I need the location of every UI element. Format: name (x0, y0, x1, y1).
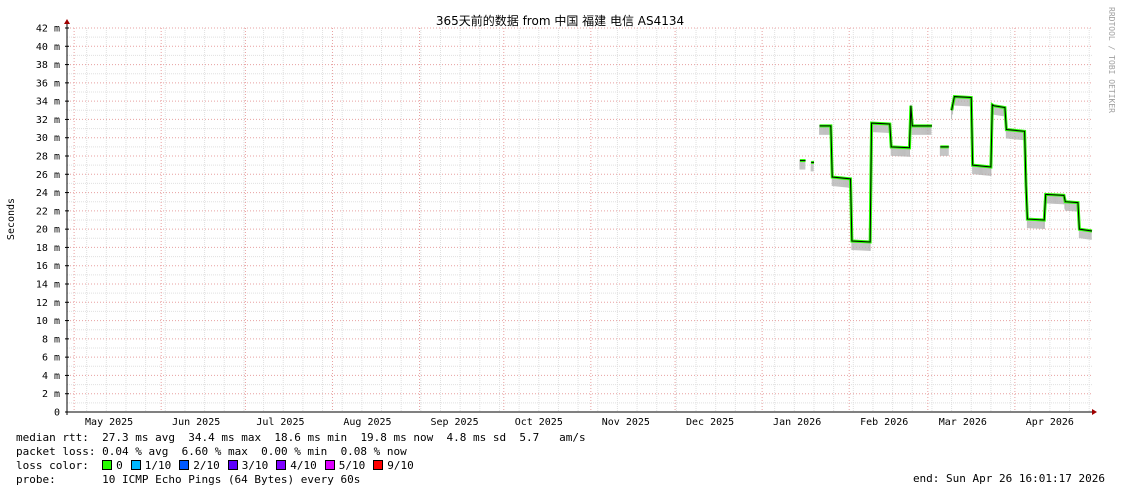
x-tick-label: Jan 2026 (773, 417, 821, 428)
loss-color-swatch (324, 460, 335, 470)
axes (64, 19, 1097, 415)
x-axis-arrow (1092, 409, 1097, 415)
loss-color-items: 0 1/10 2/10 3/10 4/10 5/10 9/10 (102, 459, 422, 472)
median-line-layer (799, 95, 1093, 244)
loss-color-swatch (227, 460, 238, 470)
loss-color-text: 4/10 (290, 459, 317, 472)
median-now: 19.8 ms now (360, 431, 434, 444)
x-tick-label: Mar 2026 (939, 417, 987, 428)
median-rtt-row: median rtt: 27.3 ms avg 34.4 ms max 18.6… (16, 431, 586, 445)
loss-color-text: 1/10 (144, 459, 172, 472)
y-tick-label: 4 m (42, 371, 60, 382)
rrdtool-watermark: RRDTOOL / TOBI OETIKER (1107, 7, 1116, 113)
packet-loss-label: packet loss: (16, 445, 96, 458)
loss-color-text: 0 (116, 459, 123, 472)
y-tick-label: 26 m (36, 170, 60, 181)
y-tick-label: 34 m (36, 97, 60, 108)
probe-value: 10 ICMP Echo Pings (64 Bytes) every 60s (102, 473, 361, 486)
y-tick-label: 36 m (36, 78, 60, 89)
loss-avg: 0.04 % avg (102, 445, 169, 458)
y-tick-label: 10 m (36, 316, 60, 327)
y-tick-label: 38 m (36, 60, 60, 71)
x-tick-label: Nov 2025 (602, 417, 650, 428)
y-tick-label: 20 m (36, 225, 60, 236)
y-tick-label: 30 m (36, 133, 60, 144)
x-tick-label: Oct 2025 (515, 417, 563, 428)
end-timestamp: end: Sun Apr 26 16:01:17 2026 (912, 472, 1105, 485)
grid (67, 27, 1092, 413)
x-tick-label: Aug 2025 (343, 417, 391, 428)
y-tick-label: 8 m (42, 334, 60, 345)
median-min: 18.6 ms min (274, 431, 348, 444)
x-tick-label: Sep 2025 (430, 417, 478, 428)
median-sd: 4.8 ms sd (446, 431, 507, 444)
y-tick-label: 40 m (36, 42, 60, 53)
loss-max: 6.60 % max (181, 445, 248, 458)
probe-row: probe: 10 ICMP Echo Pings (64 Bytes) eve… (16, 473, 360, 487)
loss-color-item: 1/10 (130, 459, 172, 472)
y-tick-label: 14 m (36, 280, 60, 291)
chart-title: 365天前的数据 from 中国 福建 电信 AS4134 (436, 13, 684, 28)
loss-color-item: 5/10 (324, 459, 366, 472)
y-tick-label: 18 m (36, 243, 60, 254)
y-tick-label: 2 m (42, 389, 60, 400)
x-tick-label: Jun 2025 (172, 417, 220, 428)
loss-color-text: 3/10 (241, 459, 269, 472)
y-axis-arrow (64, 19, 70, 24)
loss-color-text: 9/10 (387, 459, 414, 472)
loss-color-item: 3/10 (227, 459, 269, 472)
loss-color-label: loss color: (16, 459, 89, 472)
loss-color-swatch (179, 460, 190, 470)
y-tick-label: 42 m (36, 24, 60, 35)
y-tick-label: 12 m (36, 298, 60, 309)
smoke-band-layer (799, 95, 1092, 251)
y-tick-label: 6 m (42, 353, 60, 364)
loss-color-row: loss color: 0 1/10 2/10 3/10 4/10 5/10 9/10 (16, 459, 422, 473)
x-tick-label: May 2025 (85, 417, 133, 428)
loss-color-swatch (130, 460, 141, 470)
x-tick-labels: May 2025 Jun 2025 Jul 2025 Aug 2025 Sep 2025… (85, 417, 1074, 428)
median-max: 34.4 ms max (188, 431, 262, 444)
y-tick-label: 32 m (36, 115, 60, 126)
median-rtt-line (819, 105, 932, 243)
median-rtt-label: median rtt: (16, 431, 89, 444)
median-ams: 5.7 am/s (519, 431, 586, 444)
y-tick-label: 24 m (36, 188, 60, 199)
x-tick-label: Feb 2026 (860, 417, 908, 428)
probe-label: probe: (16, 473, 56, 486)
median-rtt-line (951, 96, 1093, 232)
x-tick-label: Jul 2025 (256, 417, 304, 428)
loss-now: 0.08 % now (340, 445, 407, 458)
loss-color-item: 0 (102, 459, 123, 472)
y-tick-labels: 0 2 m 4 m 6 m 8 m 10 m 12 m 14 m 16 m 18 m 20 m 22 … (36, 24, 60, 419)
y-tick-label: 16 m (36, 261, 60, 272)
loss-color-swatch (102, 460, 113, 470)
loss-color-item: 2/10 (179, 459, 220, 472)
packet-loss-row: packet loss: 0.04 % avg 6.60 % max 0.00 … (16, 445, 407, 459)
loss-color-swatch (373, 460, 384, 470)
loss-color-text: 5/10 (338, 459, 366, 472)
y-tick-label: 22 m (36, 206, 60, 217)
y-tick-label: 28 m (36, 152, 60, 163)
y-tick-label: 0 (54, 408, 60, 419)
loss-color-text: 2/10 (193, 459, 220, 472)
loss-color-swatch (276, 460, 287, 470)
y-axis-label: Seconds (6, 198, 17, 240)
x-tick-label: Apr 2026 (1026, 417, 1074, 428)
median-avg: 27.3 ms avg (102, 431, 175, 444)
loss-color-item: 4/10 (276, 459, 317, 472)
loss-color-item: 9/10 (373, 459, 414, 472)
loss-min: 0.00 % min (261, 445, 328, 458)
x-tick-label: Dec 2025 (686, 417, 734, 428)
